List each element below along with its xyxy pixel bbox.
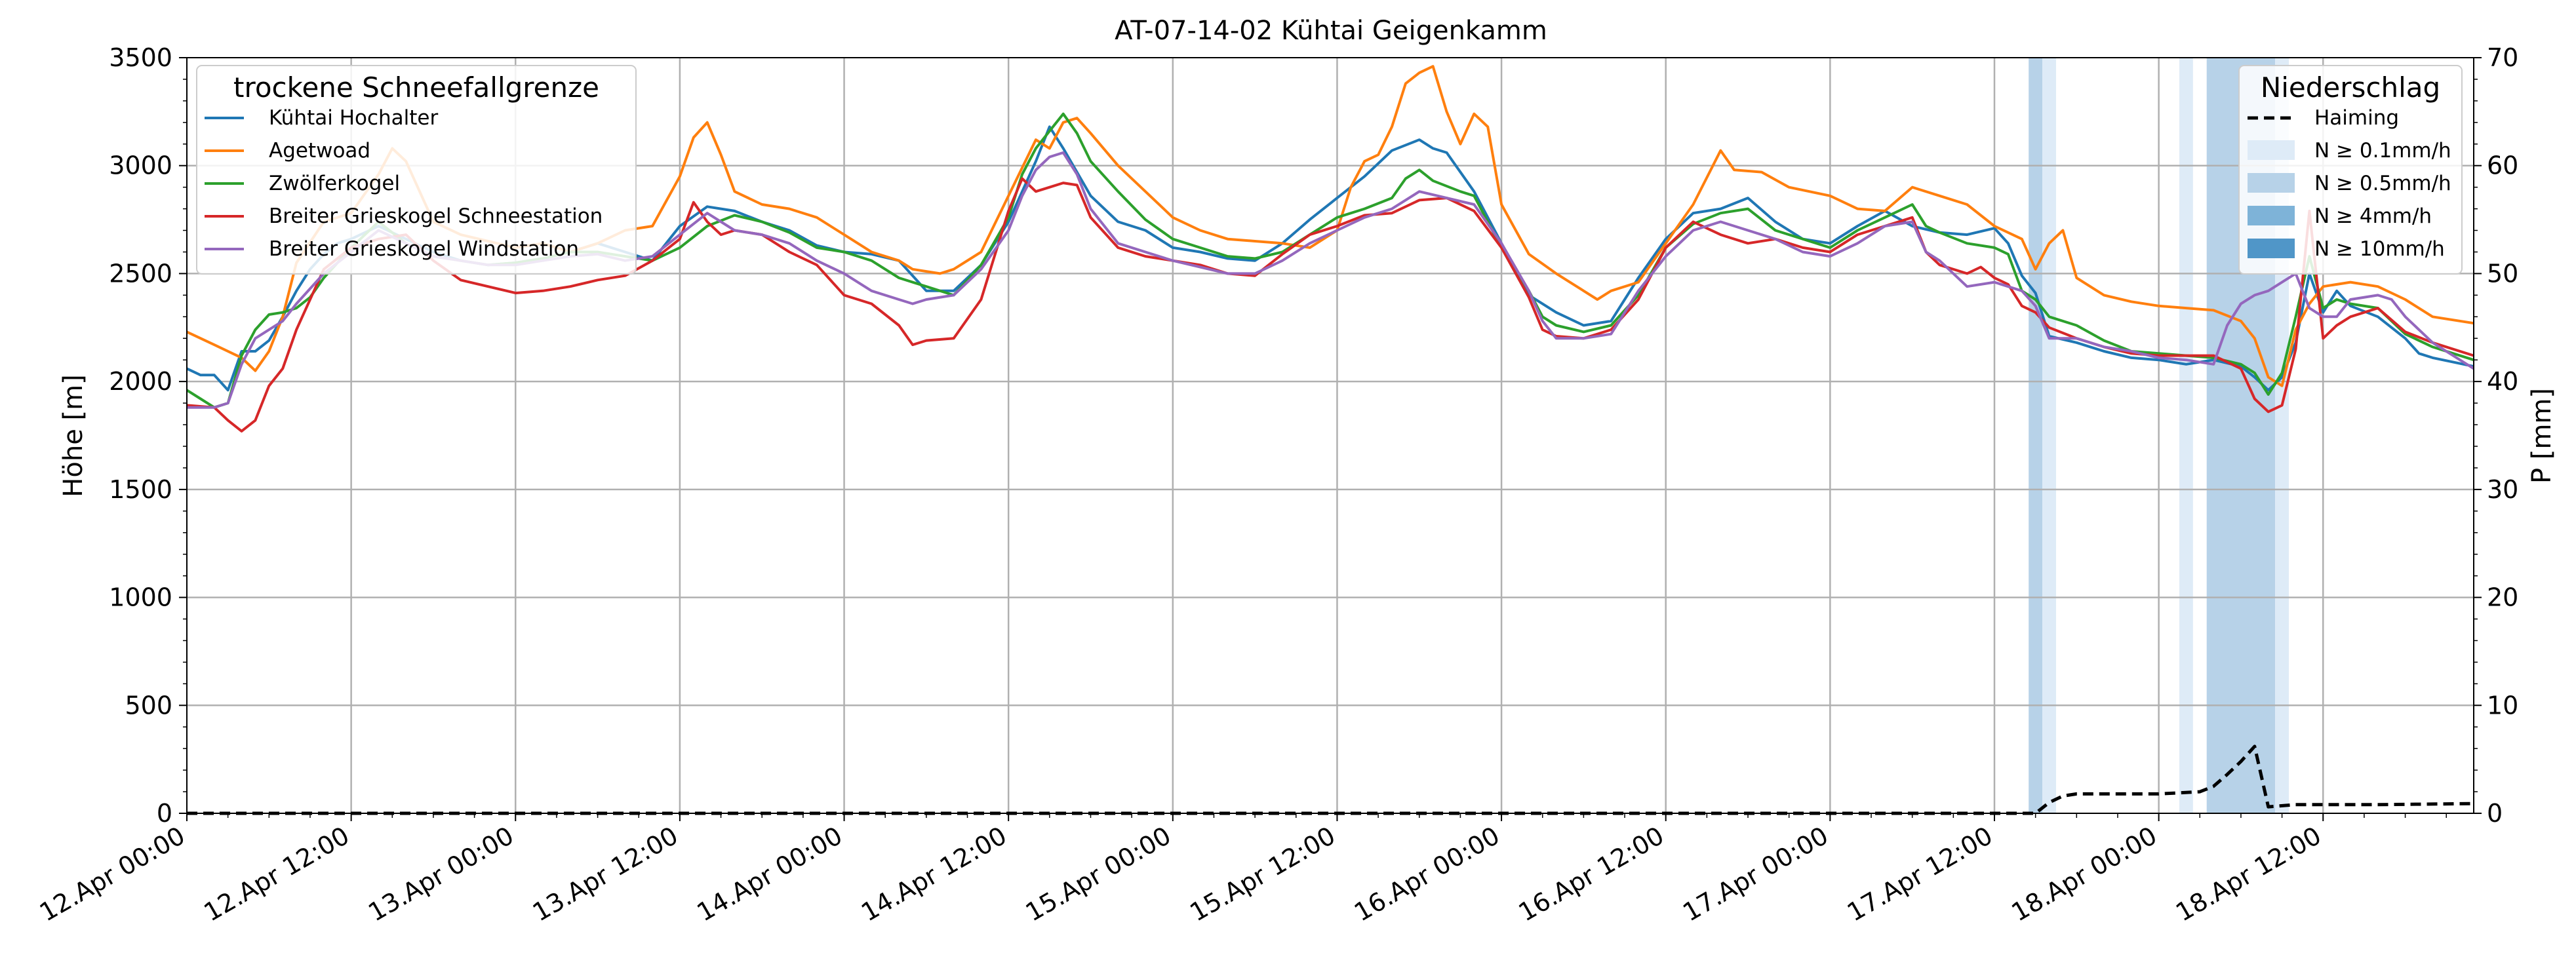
legend-label-agetwoad: Agetwoad	[269, 139, 370, 163]
y-left-tick-label: 0	[157, 799, 172, 828]
legend-label-precip-1: N ≥ 0.1mm/h	[2314, 139, 2451, 163]
legend-label-breiter-grieskogel-schneestation: Breiter Grieskogel Schneestation	[269, 204, 603, 228]
y-right-tick-label: 0	[2487, 799, 2503, 828]
legend-snowline-items: Kühtai Hochalter Agetwoad Zwölferkogel Brei…	[205, 106, 603, 261]
legend-label-k-htai-hochalter: Kühtai Hochalter	[269, 106, 439, 130]
y-right-tick-label: 70	[2487, 43, 2518, 72]
legend-swatch-precip-1	[2248, 140, 2295, 160]
chart-title: AT-07-14-02 Kühtai Geigenkamm	[1115, 16, 1547, 46]
legend-precipitation-title: Niederschlag	[2261, 71, 2440, 104]
legend-swatch-precip-3	[2248, 206, 2295, 225]
precip-band-0	[2029, 58, 2043, 813]
legend-label-precip-4: N ≥ 10mm/h	[2314, 237, 2445, 261]
legend-snowline-title: trockene Schneefallgrenze	[233, 71, 599, 104]
y-left-tick-label: 3000	[109, 151, 172, 180]
precip-band-1	[2042, 58, 2056, 813]
legend-swatch-precip-4	[2248, 239, 2295, 258]
legend-label-precip-3: N ≥ 4mm/h	[2314, 204, 2432, 228]
y-left-tick-label: 1000	[109, 583, 172, 612]
y-left-tick-label: 2000	[109, 367, 172, 396]
y-axis-right-title: P [mm]	[2527, 388, 2557, 484]
legend-label-precip-2: N ≥ 0.5mm/h	[2314, 172, 2451, 195]
series-line-haiming	[187, 744, 2474, 815]
y-axis-left-title: Höhe [m]	[58, 374, 89, 497]
y-right-tick-label: 20	[2487, 583, 2518, 612]
data-lines	[186, 65, 2475, 815]
y-left-tick-label: 500	[125, 691, 172, 720]
legend-precipitation-items: Haiming N ≥ 0.1mm/h N ≥ 0.5mm/h N ≥ 4mm/h N …	[2248, 106, 2451, 261]
y-left-tick-label: 2500	[109, 259, 172, 288]
legend-label-precip-0: Haiming	[2314, 106, 2399, 130]
legend-label-breiter-grieskogel-windstation: Breiter Grieskogel Windstation	[269, 237, 579, 261]
y-left-tick-label: 3500	[109, 43, 172, 72]
y-right-tick-label: 30	[2487, 475, 2518, 504]
legend-swatch-precip-2	[2248, 173, 2295, 193]
legend-snowline: trockene Schneefallgrenze Kühtai Hochalt…	[196, 65, 637, 275]
plot-frame	[186, 57, 2474, 814]
legend-precipitation: Niederschlag Haiming N ≥ 0.1mm/h N ≥ 0.5mm…	[2238, 65, 2463, 275]
y-left-tick-label: 1500	[109, 475, 172, 504]
legend-snowline-frame	[196, 65, 637, 275]
precip-band-2	[2179, 58, 2193, 813]
y-right-tick-label: 60	[2487, 151, 2518, 180]
y-right-tick-label: 10	[2487, 691, 2518, 720]
y-right-tick-label: 50	[2487, 259, 2518, 288]
legend-label-zw-lferkogel: Zwölferkogel	[269, 172, 400, 195]
y-right-tick-label: 40	[2487, 367, 2518, 396]
